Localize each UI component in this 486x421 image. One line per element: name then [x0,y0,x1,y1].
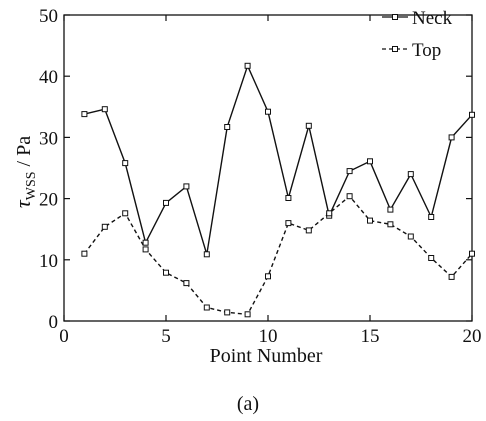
point-top [265,273,271,280]
legend-label-top: Top [412,40,441,61]
y-axis-unit: / Pa [13,136,35,172]
point-top [407,233,414,240]
point-neck [346,168,353,175]
legend-marker-top [392,46,398,52]
x-axis-title: Point Number [210,345,323,367]
point-neck [407,171,414,178]
series-line-neck [84,63,473,255]
point-neck [305,122,312,129]
point-top [346,193,353,200]
y-tick-label: 40 [39,67,58,88]
point-neck [163,199,169,206]
point-neck [81,111,88,118]
point-top [163,269,169,276]
y-tick-label: 0 [49,312,59,333]
point-top [387,221,394,228]
point-neck [285,195,292,201]
point-top [183,280,190,287]
point-neck [448,134,455,141]
x-tick-label: 10 [259,326,278,347]
point-neck [101,106,108,113]
point-top [448,273,455,280]
point-top [428,255,435,261]
point-neck [122,160,129,167]
point-top [122,210,129,217]
figure-caption: (a) [237,393,259,415]
point-top [285,220,292,227]
point-top [203,304,210,311]
x-tick-label: 5 [161,326,171,347]
point-top [244,311,251,318]
point-neck [265,108,271,115]
point-neck [469,111,475,118]
point-neck [183,183,190,190]
series-line-top [83,195,473,316]
point-neck [203,251,210,258]
point-top [305,227,312,234]
point-top [367,217,373,224]
point-top [326,210,333,217]
point-top [469,250,475,257]
point-top [101,223,108,230]
series-neck [81,62,475,258]
y-tick-label: 20 [39,190,58,211]
legend-label-neck: Neck [412,8,453,29]
legend-marker-neck [392,14,398,20]
series-layer [81,62,475,318]
x-tick-label: 0 [59,326,69,347]
legend: Neck Top [382,8,453,61]
point-neck [387,206,394,213]
y-axis-symbol: τ [10,199,35,208]
x-tick-label: 20 [463,326,482,347]
y-axis-subscript: WSS [24,171,39,200]
y-tick-label: 10 [39,251,58,272]
y-tick-label: 30 [39,128,58,149]
series-top [81,193,475,318]
y-tick-label: 50 [39,6,58,27]
y-axis-title: τWSS / Pa [10,136,39,208]
point-top [81,250,88,257]
point-top [142,246,149,253]
point-neck [224,124,231,130]
point-neck [142,239,149,246]
x-tick-label: 15 [361,326,380,347]
point-neck [244,62,251,69]
point-neck [367,158,373,165]
axis-ticks: 0 5 10 15 20 0 10 20 30 40 50 [39,6,482,347]
point-neck [428,214,435,220]
point-top [224,309,231,316]
